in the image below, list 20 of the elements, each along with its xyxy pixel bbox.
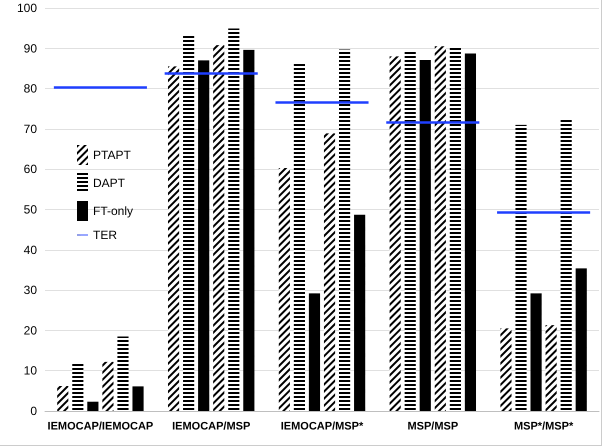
legend-label: PTAPT [93, 148, 132, 162]
legend-label: FT-only [93, 204, 134, 218]
legend-label: DAPT [93, 176, 126, 190]
y-tick-label: 10 [24, 364, 38, 378]
y-tick-label: 70 [24, 122, 38, 136]
y-tick-label: 100 [16, 1, 38, 15]
y-tick-label: 30 [24, 283, 38, 298]
y-tick-label: 60 [24, 162, 38, 176]
x-tick-label: MSP*/MSP* [514, 420, 574, 432]
x-tick-label: IEMOCAP/IEMOCAP [48, 420, 154, 432]
y-tick-label: 80 [24, 82, 38, 96]
y-tick-label: 50 [24, 202, 38, 216]
y-tick-label: 20 [24, 323, 38, 338]
x-tick-label: IEMOCAP/MSP* [280, 420, 364, 432]
x-tick-label: IEMOCAP/MSP [172, 420, 250, 432]
legend-label: TER [93, 228, 118, 242]
y-tick-label: 40 [24, 242, 38, 257]
y-tick-label: 90 [24, 41, 38, 56]
y-tick-label: 0 [30, 404, 38, 418]
x-tick-label: MSP/MSP [407, 420, 458, 432]
